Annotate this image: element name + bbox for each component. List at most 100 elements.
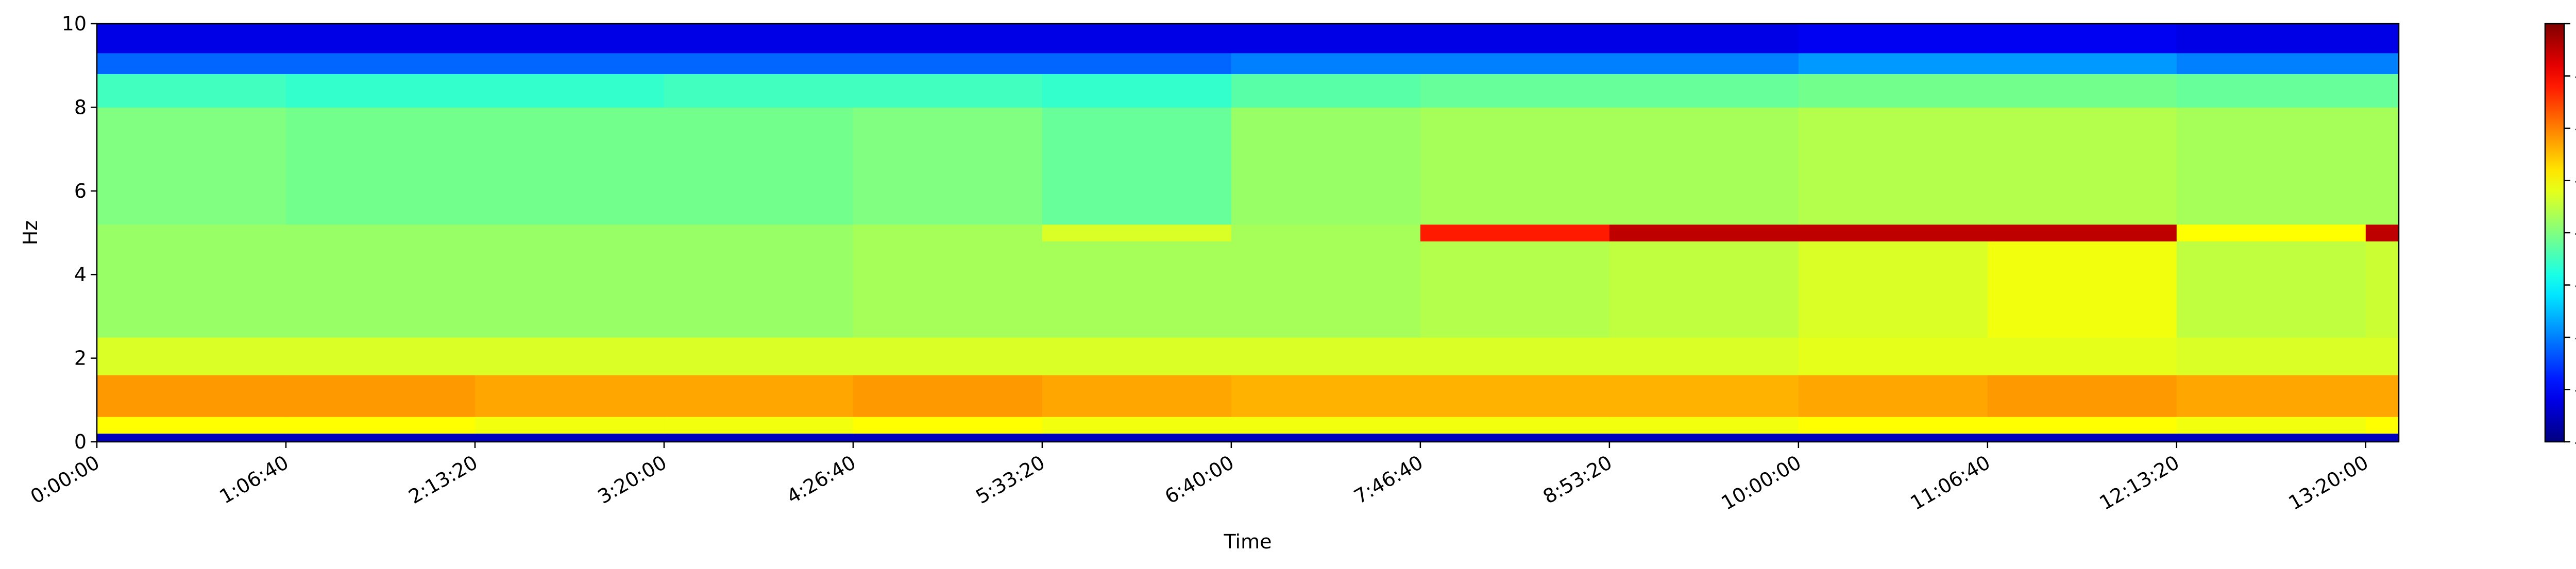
heatmap-cell bbox=[97, 74, 286, 108]
colorbar-tick-label: -40 dB bbox=[2574, 221, 2576, 244]
heatmap-cell bbox=[2176, 241, 2366, 338]
heatmap-cell bbox=[1798, 224, 1988, 242]
heatmap-cell bbox=[853, 107, 1043, 225]
heatmap-cell bbox=[1231, 433, 1421, 442]
heatmap-cell bbox=[1420, 433, 1610, 442]
heatmap-cell bbox=[1798, 417, 1988, 434]
x-tick-label: 8:53:20 bbox=[1539, 451, 1616, 508]
heatmap-cell bbox=[2365, 107, 2399, 225]
heatmap-cell bbox=[1042, 417, 1232, 434]
heatmap-cell bbox=[2176, 74, 2366, 108]
x-axis-label: Time bbox=[1224, 530, 1272, 553]
x-tick-label: 13:20:00 bbox=[2284, 451, 2372, 514]
heatmap-cell bbox=[2365, 224, 2399, 242]
heatmap-cell bbox=[1231, 74, 1421, 108]
colorbar-tick-label: -10 dB bbox=[2574, 65, 2576, 88]
heatmap-cell bbox=[1609, 224, 1799, 242]
heatmap-cell bbox=[474, 433, 665, 442]
heatmap-cell bbox=[2176, 375, 2366, 417]
heatmap-cell bbox=[2176, 224, 2366, 242]
heatmap-cell bbox=[2365, 74, 2399, 108]
heatmap-cell bbox=[1798, 107, 1988, 225]
heatmap-cell bbox=[664, 433, 854, 442]
heatmap-cell bbox=[474, 53, 665, 74]
heatmap-cell bbox=[285, 107, 476, 225]
heatmap-cell bbox=[2176, 417, 2366, 434]
heatmap-cell bbox=[1987, 224, 2177, 242]
heatmap-cell bbox=[853, 417, 1043, 434]
colorbar-tick-label: -70 dB bbox=[2574, 378, 2576, 401]
heatmap-cell bbox=[1987, 241, 2177, 338]
heatmap-cell bbox=[97, 337, 286, 375]
heatmap-cell bbox=[664, 224, 854, 242]
heatmap-cell bbox=[1609, 241, 1799, 338]
heatmap-cell bbox=[1231, 24, 1421, 54]
heatmap-cell bbox=[1420, 417, 1610, 434]
heatmap-cell bbox=[1042, 224, 1232, 242]
y-tick-label: 6 bbox=[74, 180, 87, 202]
heatmap-cell bbox=[2176, 107, 2366, 225]
colorbar-tick-label: -60 dB bbox=[2574, 326, 2576, 349]
heatmap-cell bbox=[1231, 241, 1421, 338]
x-tick-label: 2:13:20 bbox=[405, 451, 482, 508]
colorbar bbox=[2544, 23, 2565, 443]
heatmap-cell bbox=[1609, 337, 1799, 375]
heatmap-cell bbox=[1798, 433, 1988, 442]
heatmap-cell bbox=[1231, 53, 1421, 74]
heatmap-cell bbox=[1987, 24, 2177, 54]
heatmap-cell bbox=[1231, 224, 1421, 242]
heatmap-cell bbox=[1987, 74, 2177, 108]
heatmap-cell bbox=[1798, 24, 1988, 54]
heatmap-cell bbox=[853, 433, 1043, 442]
heatmap-cell bbox=[1609, 375, 1799, 417]
heatmap-cell bbox=[474, 337, 665, 375]
heatmap-cell bbox=[664, 417, 854, 434]
heatmap-cell bbox=[474, 24, 665, 54]
heatmap-cell bbox=[853, 375, 1043, 417]
heatmap-cell bbox=[1420, 107, 1610, 225]
y-tick-label: 10 bbox=[62, 12, 87, 35]
heatmap-cell bbox=[97, 375, 286, 417]
heatmap-cell bbox=[853, 74, 1043, 108]
x-tick-label: 12:13:20 bbox=[2095, 451, 2183, 514]
heatmap-cell bbox=[97, 241, 286, 338]
x-tick-label: 3:20:00 bbox=[594, 451, 671, 508]
heatmap-cell bbox=[1420, 337, 1610, 375]
heatmap-cell bbox=[1798, 74, 1988, 108]
heatmap-cell bbox=[664, 74, 854, 108]
heatmap-cell bbox=[1609, 107, 1799, 225]
heatmap-cell bbox=[664, 375, 854, 417]
heatmap-cell bbox=[1987, 417, 2177, 434]
heatmap-cell bbox=[285, 433, 476, 442]
heatmap-cell bbox=[853, 241, 1043, 338]
heatmap-cell bbox=[97, 224, 286, 242]
heatmap-cell bbox=[1609, 74, 1799, 108]
heatmap-cell bbox=[1042, 337, 1232, 375]
heatmap-cell bbox=[97, 53, 286, 74]
heatmap-cell bbox=[1231, 417, 1421, 434]
heatmap-cell bbox=[664, 53, 854, 74]
heatmap-cell bbox=[1420, 24, 1610, 54]
heatmap-cell bbox=[1987, 107, 2177, 225]
y-tick-label: 8 bbox=[74, 96, 87, 118]
heatmap-cell bbox=[1042, 433, 1232, 442]
y-tick-label: 4 bbox=[74, 263, 87, 286]
x-tick-label: 10:00:00 bbox=[1718, 451, 1805, 514]
heatmap-cell bbox=[1798, 337, 1988, 375]
heatmap-cell bbox=[1042, 241, 1232, 338]
heatmap-cell bbox=[285, 53, 476, 74]
colorbar-tick-label: +0 dB bbox=[2574, 12, 2576, 35]
y-axis-label: Hz bbox=[19, 220, 42, 246]
heatmap-cell bbox=[664, 337, 854, 375]
heatmap-cell bbox=[1609, 433, 1799, 442]
colorbar-tick-label: -50 dB bbox=[2574, 274, 2576, 297]
heatmap-cell bbox=[1798, 375, 1988, 417]
colorbar-tick-label: -20 dB bbox=[2574, 117, 2576, 140]
heatmap-cell bbox=[2365, 337, 2399, 375]
heatmap-cell bbox=[1987, 337, 2177, 375]
heatmap-cell bbox=[1042, 24, 1232, 54]
heatmap-cell bbox=[1609, 53, 1799, 74]
heatmap-cell bbox=[285, 375, 476, 417]
heatmap-cell bbox=[2176, 53, 2366, 74]
